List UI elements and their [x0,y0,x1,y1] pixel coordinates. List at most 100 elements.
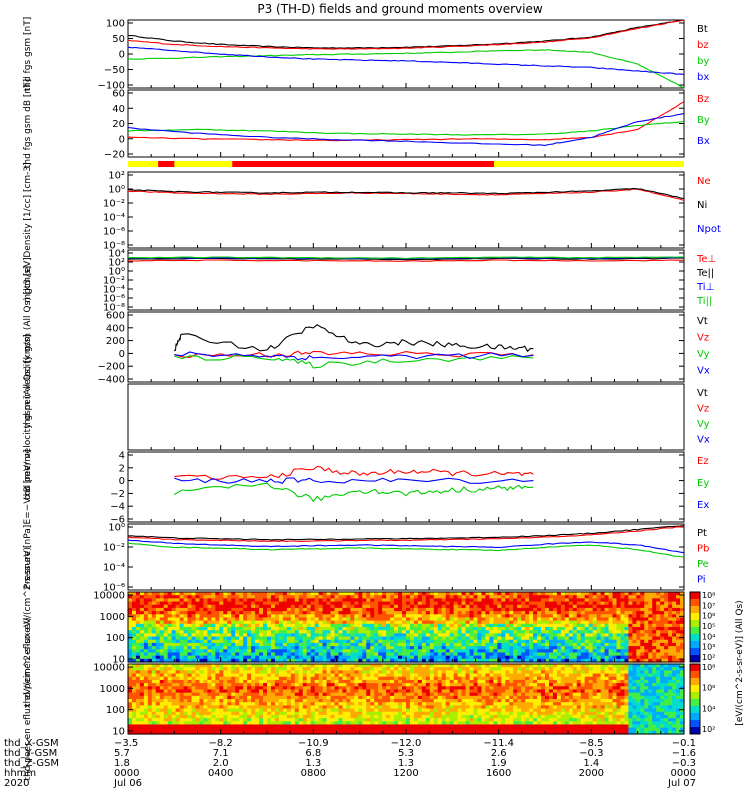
x-tick-label: 1.8 [114,758,130,769]
colorbar-tick: 10⁵ [702,622,715,631]
y-tick-label: 10⁻⁴ [103,213,125,224]
colorbar-tick: 10⁴ [702,704,715,713]
series-line-fgs_gse-1 [127,120,685,136]
y-axis-label: Density [1/cc] [cm-3] [23,162,33,257]
legend-entry: Ey [697,478,709,489]
y-tick-label: 10⁰ [108,523,125,534]
x-tick-label: −1.6 [672,748,696,759]
x-tick-label: 0400 [208,768,233,779]
series-line-fgs_gsm-2 [127,49,685,89]
x-tick-label: 1.4 [583,758,599,769]
y-tick-label: 10⁻⁴ [103,285,125,296]
x-tick-label: −8.2 [209,738,233,749]
series-line-fgs_gsm-1 [127,19,685,50]
legend-entry: Vz [697,404,709,415]
y-tick-label: −400 [98,375,125,386]
x-tick-label: 0800 [301,768,326,779]
legend-entry: Bx [697,136,710,147]
y-tick-label: 10⁻⁴ [103,563,125,574]
peir-spectrogram-panel [127,591,685,663]
y-tick-label: 10⁻⁸ [103,303,125,314]
y-tick-label: 100 [106,633,125,644]
y-axis-label: E=−VxB [mV/m] [23,449,33,524]
y-tick-label: 100 [106,19,125,30]
y-tick-label: −20 [104,150,125,161]
colorbar-tick: 10⁴ [702,632,715,641]
colorbar-peer [689,663,701,735]
colorbar-tick: 10³ [702,643,715,652]
peer-velocity-panel [127,383,685,451]
x-tick-label: Jul 07 [667,778,696,789]
legend-entry: By [697,115,710,126]
colorbar-tick: 10⁷ [702,601,715,610]
y-tick-label: 10000 [93,591,125,602]
x-tick-label: 5.3 [398,748,414,759]
series-line-efield-1 [174,482,534,503]
fgs-gsm-panel [127,19,685,89]
x-tick-label: 1200 [393,768,418,779]
y-tick-label: 0 [119,349,125,360]
series-line-peir_velocity-3 [174,351,534,361]
y-tick-label: 10⁻⁸ [103,241,125,252]
y-tick-label: −200 [98,362,125,373]
x-tick-label: −12.0 [391,738,422,749]
legend-entry: Pe [697,559,709,570]
x-tick-label: −8.5 [579,738,603,749]
y-axis-label: Pressure [nPa] [23,525,33,590]
series-line-fgs_gse-0 [127,101,685,142]
colorbar-tick: 10⁸ [702,591,715,600]
colorbar-tick: 10⁶ [702,612,715,621]
peer-spectrogram-panel [127,663,685,735]
legend-entry: Ne [697,176,711,187]
y-axis-label: thd peer en eflux eV/(cm^2-s-sr-eV) [23,617,33,780]
y-tick-label: 400 [106,323,125,334]
y-axis-label: thd peir en eflux eV/(cm^2-s-sr-eV) [23,547,33,707]
colorbar-tick: 10² [702,653,715,662]
series-line-fgs_gsm-0 [127,19,685,49]
x-axis-row-label: 2020 [4,778,29,789]
legend-entry: bx [697,72,709,83]
colorbar-tick: 10² [702,725,715,734]
series-line-peir_velocity-0 [173,324,534,353]
x-axis-row-label: thd_X-GSM [4,738,59,749]
legend-entry: Bt [697,24,708,35]
x-tick-label: −0.1 [672,738,696,749]
colorbar-tick: 10⁸ [702,663,715,672]
y-axis-label: thd fgs gsm dB [nT] [23,79,33,168]
y-tick-label: 40 [112,104,125,115]
x-tick-label: −0.3 [672,758,696,769]
x-tick-label: 0000 [671,768,696,779]
series-line-pressure-2 [127,542,685,558]
x-tick-label: −11.4 [483,738,514,749]
series-line-pressure-3 [127,539,685,554]
y-tick-label: 10000 [93,663,125,674]
y-tick-label: 10⁻⁶ [103,583,125,594]
y-axis-label: thd fgs gsm [nT] [23,17,33,92]
series-line-pressure-1 [127,525,685,542]
y-tick-label: 1000 [100,612,125,623]
efield-panel [127,451,685,523]
x-tick-label: 1.3 [305,758,321,769]
y-tick-label: 20 [112,119,125,130]
fgs-dB-panel [127,89,685,158]
x-tick-label: 1.3 [398,758,414,769]
series-line-peir_velocity-2 [174,354,534,369]
x-tick-label: 1.9 [491,758,507,769]
y-tick-label: 0 [119,134,125,145]
legend-entry: Pt [697,528,707,539]
y-tick-label: −4 [110,502,125,513]
y-tick-label: −100 [98,81,125,92]
y-tick-label: 10⁴ [108,249,125,260]
legend-entry: Te⊥ [696,254,716,265]
y-axis-label: thd peir velocity gsm (All Qs) [km/s] [23,266,33,429]
y-tick-label: 10⁻² [103,543,125,554]
x-tick-label: 5.7 [114,748,130,759]
legend-entry: bz [697,40,709,51]
series-line-efield-2 [174,477,534,484]
x-axis-row-label: hhmm [4,768,36,779]
legend-entry: Vx [697,366,710,377]
y-tick-label: 100 [106,705,125,716]
x-tick-label: 0000 [114,768,139,779]
legend-entry: Ez [697,456,709,467]
series-line-fgs_gse-2 [127,113,685,146]
